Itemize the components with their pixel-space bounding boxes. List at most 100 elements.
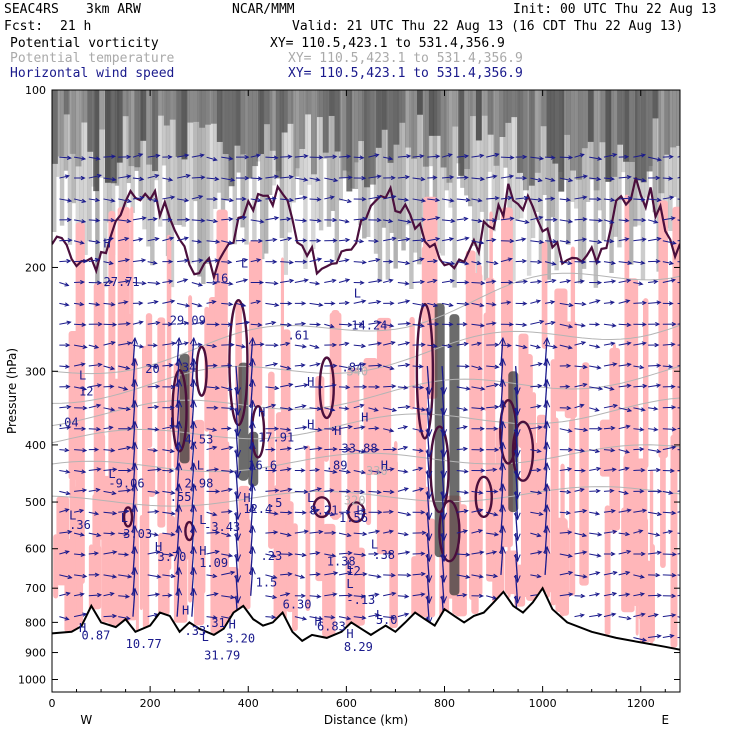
wind-vector (235, 470, 239, 499)
wind-vector-head (405, 321, 412, 326)
wind-vector (353, 595, 365, 598)
pv-shade-band (246, 90, 253, 179)
wind-vector-head (568, 592, 574, 597)
wind-vector (59, 592, 70, 597)
wind-vector-head (94, 511, 100, 516)
wind-vector-head (389, 365, 395, 371)
wind-vector-head (287, 572, 293, 577)
wind-vector-head (421, 407, 427, 412)
wind-vector (309, 469, 319, 471)
wind-vector (603, 468, 616, 471)
wind-vector-head (301, 404, 307, 409)
wind-vector (176, 279, 188, 283)
wind-vector-head (552, 344, 558, 349)
wind-vector (338, 572, 352, 576)
wind-vector-head (79, 240, 85, 245)
pv-shade-band (146, 90, 153, 165)
pv-shade-band (628, 90, 635, 162)
wind-vector (662, 217, 675, 221)
wind-vector-head (154, 490, 160, 495)
wind-vector (118, 219, 131, 222)
wind-vector-head (419, 487, 425, 492)
extrema-marker: L (197, 458, 204, 472)
pv-shade-band (299, 90, 306, 149)
wind-vector (618, 300, 630, 304)
wind-vector-head (642, 508, 648, 513)
wind-vector-head (582, 195, 588, 200)
wind-vector (427, 155, 440, 158)
wind-vector-head (640, 467, 646, 473)
pv-shade-streak (329, 312, 342, 519)
pv-shade-band (411, 90, 418, 159)
pv-shade-streak (635, 404, 639, 636)
wind-vector-head (597, 239, 603, 245)
pv-shade-band (452, 90, 457, 288)
wind-vector-head (536, 467, 542, 473)
wind-vector-head (612, 570, 618, 576)
wind-vector (530, 320, 544, 325)
pv-shade-streak (356, 547, 365, 626)
wind-vector (574, 238, 587, 242)
wind-vector (338, 323, 352, 326)
wind-vector (412, 407, 426, 411)
wind-vector-head (653, 406, 659, 411)
wind-vector (294, 196, 307, 200)
wind-vector-head (212, 573, 218, 579)
pv-shade-band (575, 90, 582, 180)
wind-vector (456, 343, 468, 346)
wind-vector-head (361, 196, 367, 202)
wind-vector-head (478, 490, 484, 495)
wind-vector (309, 219, 321, 222)
wind-vector-head (109, 384, 115, 389)
wind-vector (648, 280, 658, 283)
wind-vector-head (274, 216, 280, 221)
wind-vector-head (671, 321, 677, 327)
wind-vector (515, 344, 527, 349)
wind-vector-head (435, 154, 441, 159)
wind-vector-head (112, 322, 118, 327)
wind-vector (147, 365, 158, 368)
wind-vector (471, 365, 482, 370)
wind-vector (412, 593, 425, 597)
pv-shade-band (397, 90, 402, 240)
wind-vector-head (345, 278, 351, 283)
wind-vector (574, 404, 584, 409)
wind-vector-head (189, 441, 197, 450)
wind-vector (456, 261, 469, 265)
wind-vector (103, 426, 113, 430)
wind-vector-head (67, 529, 73, 535)
y-tick-label: 100 (25, 84, 46, 97)
wind-vector-head (640, 260, 646, 265)
wind-vector-head (624, 449, 631, 454)
wind-vector-head (625, 424, 631, 429)
y-tick-label: 300 (25, 365, 46, 378)
wind-vector (530, 363, 542, 367)
wind-vector-head (671, 445, 677, 450)
pv-shade-band (597, 90, 602, 211)
pv-shade-band (358, 90, 365, 142)
wind-vector-head (344, 300, 350, 306)
wind-vector-head (494, 342, 500, 348)
wind-vector (74, 553, 85, 556)
wind-vector-head (286, 532, 292, 537)
wind-vector-head (272, 594, 278, 600)
pv-shade-streak (273, 485, 279, 622)
wind-vector (456, 407, 468, 411)
wind-vector (309, 531, 323, 534)
wind-vector-head (390, 573, 396, 578)
wind-vector-head (686, 198, 690, 201)
wind-vector (338, 594, 352, 597)
wind-vector-head (668, 490, 674, 495)
pv-shade-band (197, 90, 202, 277)
wind-vector-head (213, 405, 219, 411)
pv-shade-streak (560, 463, 565, 617)
wind-vector-head (538, 215, 544, 220)
wind-vector-head (684, 488, 688, 491)
wind-vector (397, 386, 408, 389)
extrema-marker: L (307, 491, 314, 505)
wind-vector (250, 219, 264, 223)
pv-shade-band (163, 90, 170, 126)
wind-vector (191, 154, 204, 158)
